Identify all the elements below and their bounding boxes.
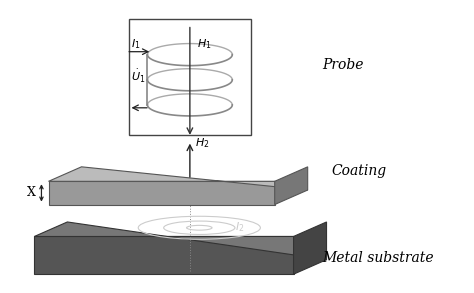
Text: X: X: [27, 186, 36, 200]
Polygon shape: [35, 222, 327, 260]
Text: Probe: Probe: [322, 58, 363, 72]
Text: $H_2$: $H_2$: [195, 137, 209, 150]
Polygon shape: [48, 181, 275, 205]
Text: $H_1$: $H_1$: [197, 37, 211, 51]
Polygon shape: [275, 167, 308, 205]
Text: $I_1$: $I_1$: [131, 37, 140, 51]
Bar: [128, 19, 251, 135]
Text: $\dot{U}_1$: $\dot{U}_1$: [131, 68, 146, 85]
Polygon shape: [35, 236, 293, 274]
Text: Metal substrate: Metal substrate: [322, 251, 433, 265]
Polygon shape: [48, 167, 308, 190]
Polygon shape: [293, 222, 327, 274]
Text: Coating: Coating: [331, 164, 386, 178]
Text: $I_2$: $I_2$: [235, 221, 244, 234]
